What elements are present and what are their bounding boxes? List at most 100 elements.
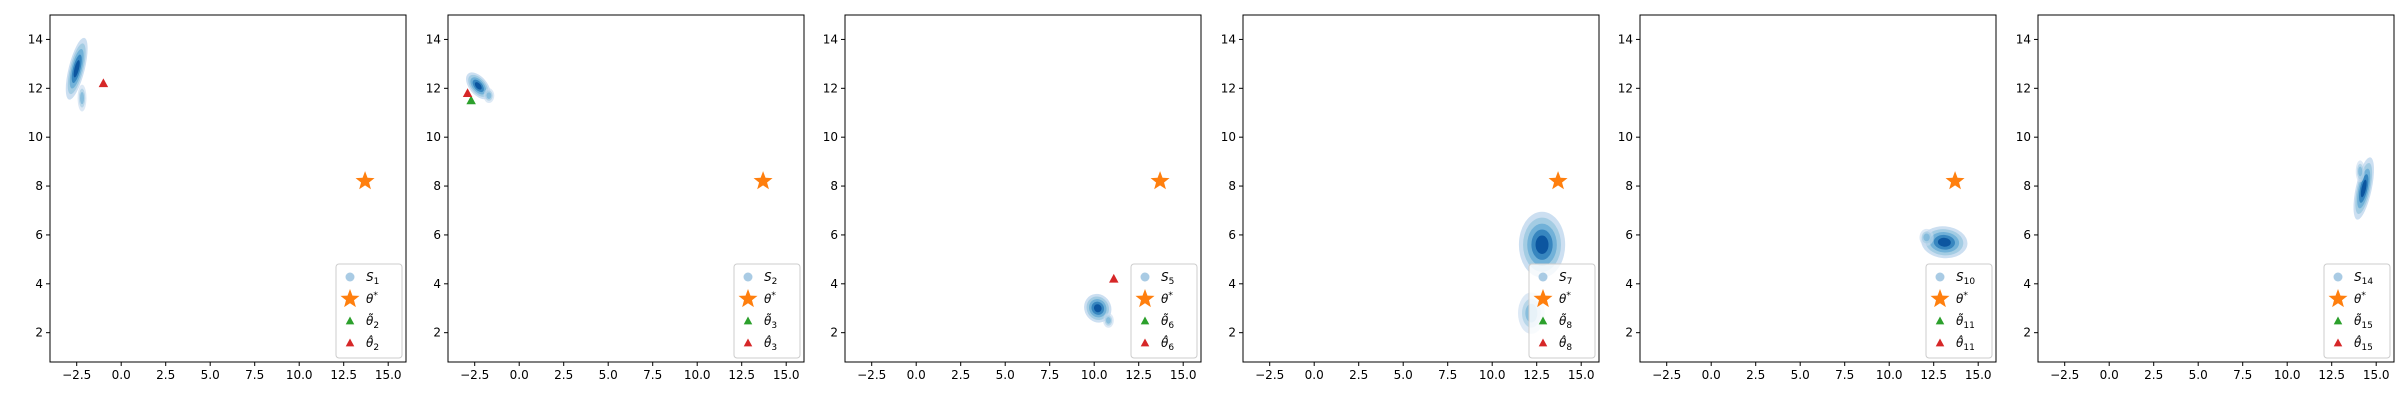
legend-label: θ* bbox=[1161, 291, 1173, 306]
axes-frame bbox=[1242, 14, 1600, 363]
y-tick-label: 4 bbox=[830, 277, 838, 291]
legend-triangle-icon bbox=[1538, 338, 1548, 347]
legend-triangle-icon bbox=[345, 316, 355, 325]
y-tick-label: 8 bbox=[2023, 179, 2031, 193]
x-tick-label: 7.5 bbox=[2233, 368, 2252, 382]
legend-label: θ̂6 bbox=[1161, 334, 1174, 353]
x-tick-label: 12.5 bbox=[1920, 368, 1947, 382]
x-tick-label: 2.5 bbox=[951, 368, 970, 382]
y-tick-label: 2 bbox=[35, 326, 43, 340]
y-tick-label: 4 bbox=[35, 277, 43, 291]
x-tick-label: 10.0 bbox=[1479, 368, 1506, 382]
legend-triangle-icon bbox=[743, 316, 753, 325]
density-level bbox=[1535, 235, 1549, 254]
density-level bbox=[1937, 237, 1951, 247]
y-tick-label: 10 bbox=[28, 130, 43, 144]
legend-label: θ̃15 bbox=[2354, 313, 2373, 331]
y-tick-label: 10 bbox=[1221, 130, 1236, 144]
legend: S10 θ* θ̃11 θ̂11 bbox=[1925, 263, 1993, 359]
legend-label: S5 bbox=[1161, 270, 1174, 287]
y-tick-label: 12 bbox=[1221, 81, 1236, 95]
x-tick-label: 10.0 bbox=[1081, 368, 1108, 382]
subplot-1: −2.5 0.0 2.5 5.0 7.5 10.0 12.5 15.0 2 4 6 8 10 12 14 S1… bbox=[28, 14, 407, 382]
legend-label: θ̂15 bbox=[2354, 334, 2373, 353]
density-level bbox=[80, 92, 85, 105]
x-tick-label: 12.5 bbox=[330, 368, 357, 382]
x-tick-label: 5.0 bbox=[996, 368, 1015, 382]
legend-dot-icon bbox=[1935, 272, 1945, 282]
theta-hat-marker bbox=[1109, 273, 1119, 283]
axes-frame bbox=[1639, 14, 1997, 363]
x-tick-label: 12.5 bbox=[1125, 368, 1152, 382]
x-tick-label: 12.5 bbox=[1523, 368, 1550, 382]
legend-star-icon bbox=[1135, 289, 1155, 308]
x-tick-label: 10.0 bbox=[2274, 368, 2301, 382]
y-tick-label: 10 bbox=[426, 130, 441, 144]
legend-triangle-icon bbox=[345, 338, 355, 347]
x-tick-label: 10.0 bbox=[684, 368, 711, 382]
x-tick-label: 0.0 bbox=[510, 368, 529, 382]
x-tick-label: 12.5 bbox=[2318, 368, 2345, 382]
subplot-4: −2.5 0.0 2.5 5.0 7.5 10.0 12.5 15.0 2 4 6 8 10 12 14 S7… bbox=[1221, 14, 1600, 382]
axes-frame bbox=[49, 14, 407, 363]
legend-triangle-icon bbox=[1935, 338, 1945, 347]
x-tick-label: 2.5 bbox=[1349, 368, 1368, 382]
y-tick-label: 8 bbox=[1228, 179, 1236, 193]
y-tick-label: 10 bbox=[2016, 130, 2031, 144]
legend: S7 θ* θ̃8 θ̂8 bbox=[1528, 263, 1596, 359]
y-tick-label: 6 bbox=[1625, 228, 1633, 242]
legend-label: θ* bbox=[764, 291, 776, 306]
y-tick-label: 4 bbox=[1625, 277, 1633, 291]
density-level bbox=[474, 82, 482, 90]
x-tick-label: 5.0 bbox=[599, 368, 618, 382]
legend-triangle-icon bbox=[2333, 338, 2343, 347]
x-tick-label: 5.0 bbox=[1791, 368, 1810, 382]
y-tick-label: 2 bbox=[1228, 326, 1236, 340]
legend: S1 θ* θ̃2 θ̂2 bbox=[335, 263, 403, 359]
x-tick-label: 2.5 bbox=[554, 368, 573, 382]
density-contours bbox=[1919, 226, 1968, 259]
theta-star-marker bbox=[1945, 171, 1965, 190]
theta-star-marker bbox=[355, 171, 375, 190]
legend: S2 θ* θ̃3 θ̂3 bbox=[733, 263, 801, 359]
legend-star-icon bbox=[1930, 289, 1950, 308]
x-tick-label: −2.5 bbox=[857, 368, 886, 382]
legend-label: S1 bbox=[366, 270, 379, 287]
y-tick-label: 14 bbox=[426, 32, 441, 46]
theta-tilde-marker bbox=[466, 95, 476, 105]
x-tick-label: 2.5 bbox=[1746, 368, 1765, 382]
legend-triangle-icon bbox=[1140, 316, 1150, 325]
legend-triangle-icon bbox=[1538, 316, 1548, 325]
y-tick-label: 10 bbox=[1618, 130, 1633, 144]
density-contours bbox=[2353, 157, 2374, 220]
y-tick-label: 14 bbox=[28, 32, 43, 46]
y-tick-label: 14 bbox=[823, 32, 838, 46]
legend-label: S10 bbox=[1956, 270, 1975, 287]
y-tick-label: 2 bbox=[433, 326, 441, 340]
density-contours bbox=[65, 37, 88, 112]
x-tick-label: 7.5 bbox=[1438, 368, 1457, 382]
subplot-3: −2.5 0.0 2.5 5.0 7.5 10.0 12.5 15.0 2 4 6 8 10 12 14 S5… bbox=[823, 14, 1202, 382]
x-tick-label: 0.0 bbox=[907, 368, 926, 382]
legend: S14 θ* θ̃15 θ̂15 bbox=[2323, 263, 2391, 359]
y-tick-label: 2 bbox=[1625, 326, 1633, 340]
x-tick-label: 7.5 bbox=[643, 368, 662, 382]
x-tick-label: 2.5 bbox=[156, 368, 175, 382]
y-tick-label: 12 bbox=[426, 81, 441, 95]
legend-triangle-icon bbox=[2333, 316, 2343, 325]
legend-frame bbox=[2323, 263, 2391, 359]
x-tick-label: −2.5 bbox=[1652, 368, 1681, 382]
x-tick-label: 7.5 bbox=[245, 368, 264, 382]
legend-frame bbox=[1130, 263, 1198, 359]
y-tick-label: 4 bbox=[1228, 277, 1236, 291]
y-tick-label: 12 bbox=[823, 81, 838, 95]
legend-label: θ̃3 bbox=[764, 313, 777, 331]
y-tick-label: 6 bbox=[1228, 228, 1236, 242]
x-tick-label: −2.5 bbox=[2050, 368, 2079, 382]
legend-frame bbox=[1528, 263, 1596, 359]
y-tick-label: 6 bbox=[35, 228, 43, 242]
x-tick-label: −2.5 bbox=[460, 368, 489, 382]
legend-label: θ̂3 bbox=[764, 334, 777, 353]
theta-star-marker bbox=[1150, 171, 1170, 190]
y-tick-label: 8 bbox=[830, 179, 838, 193]
